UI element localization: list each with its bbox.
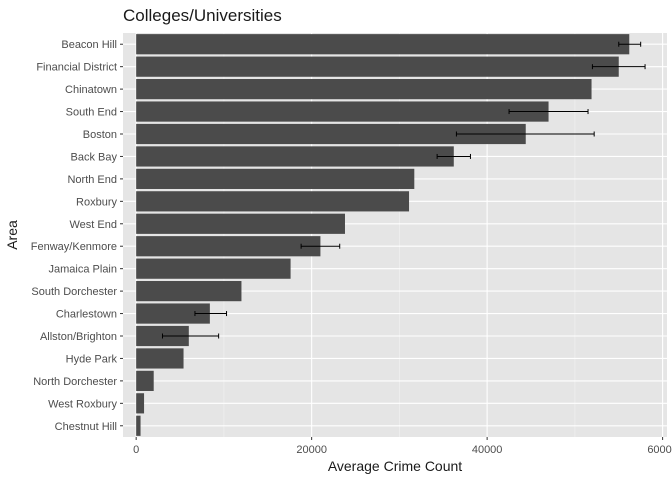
error-bar: [161, 333, 220, 339]
y-axis: Beacon Hill Financial District Chinatown So…: [31, 39, 123, 433]
bar-roxbury: [136, 191, 410, 212]
y-tick-label: Charlestown: [56, 309, 117, 321]
bar-north-dorchester: [136, 370, 154, 391]
error-bar: [591, 64, 646, 70]
y-tick-label: Back Bay: [71, 151, 118, 163]
y-tick-label: West Roxbury: [48, 398, 117, 410]
y-tick-label: Jamaica Plain: [49, 264, 117, 276]
bar-west-roxbury: [136, 393, 145, 414]
error-bar: [455, 131, 595, 137]
error-bar: [618, 41, 642, 47]
x-tick-label: 60000: [647, 444, 672, 456]
error-bars: [161, 41, 646, 339]
bar-chinatown: [136, 79, 592, 100]
y-tick-label: Allston/Brighton: [40, 331, 117, 343]
bar-fenway-kenmore: [136, 236, 321, 257]
chart-title: Colleges/Universities: [123, 6, 282, 25]
x-tick-label: 40000: [472, 444, 503, 456]
y-tick-label: Hyde Park: [66, 353, 118, 365]
bar-financial-district: [136, 56, 619, 77]
bar-boston: [136, 123, 526, 145]
y-tick-label: Chestnut Hill: [55, 421, 117, 433]
error-bar: [194, 311, 228, 317]
y-tick-label: North Dorchester: [33, 376, 117, 388]
y-tick-label: West End: [70, 219, 118, 231]
y-tick-label: South End: [66, 107, 117, 119]
bars: [136, 34, 630, 436]
bar-hyde-park: [136, 348, 184, 369]
y-tick-label: Beacon Hill: [61, 39, 117, 51]
bar-chestnut-hill: [136, 415, 141, 436]
y-tick-label: Boston: [83, 129, 117, 141]
error-bar: [436, 153, 471, 159]
bar-west-end: [136, 213, 345, 234]
y-tick-label: Chinatown: [65, 84, 117, 96]
bar-back-bay: [136, 146, 454, 167]
y-tick-label: Financial District: [36, 62, 117, 74]
bar-south-end: [136, 101, 549, 122]
bar-beacon-hill: [136, 34, 630, 55]
y-tick-label: North End: [67, 174, 117, 186]
y-tick-label: South Dorchester: [31, 286, 117, 298]
bar-charlestown: [136, 303, 210, 324]
bar-jamaica-plain: [136, 258, 291, 279]
bar-north-end: [136, 168, 415, 189]
y-axis-title: Area: [4, 220, 20, 250]
x-tick-label: 0: [133, 444, 139, 456]
x-axis-title: Average Crime Count: [328, 458, 462, 474]
x-axis: 0 20000 40000 60000: [133, 437, 672, 456]
x-tick-label: 20000: [296, 444, 327, 456]
y-tick-label: Roxbury: [76, 196, 117, 208]
plot-panel: [123, 33, 667, 437]
error-bar: [508, 109, 589, 115]
y-tick-label: Fenway/Kenmore: [31, 241, 117, 253]
bar-south-dorchester: [136, 281, 242, 302]
error-bar: [300, 243, 341, 249]
